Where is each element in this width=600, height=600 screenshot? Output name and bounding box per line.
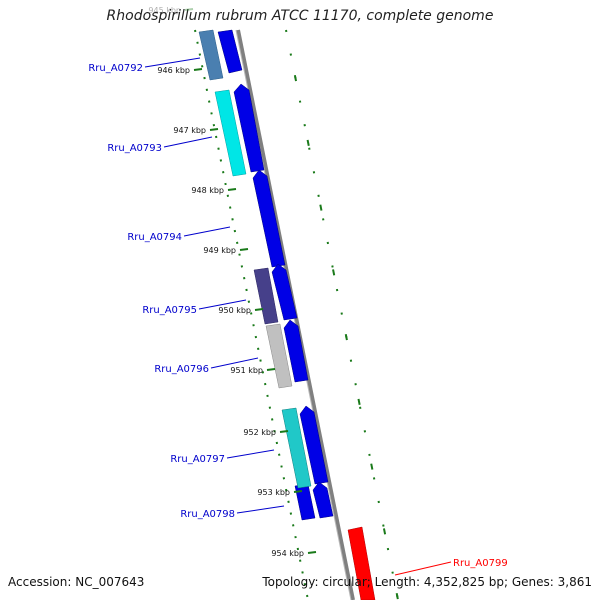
- feature-red[interactable]: [347, 526, 376, 600]
- gene-labels-group: Rru_A0792 Rru_A0793 Rru_A0794 Rru_A0795 Rru_…: [88, 57, 508, 576]
- tick-mark: [227, 188, 237, 191]
- feature-cyan[interactable]: [214, 89, 247, 177]
- tick-label: 951 kbp: [230, 366, 263, 375]
- tick-mark: [184, 8, 194, 11]
- gene-label[interactable]: Rru_A0798: [180, 509, 235, 520]
- gene-label[interactable]: Rru_A0799: [453, 558, 508, 569]
- gene-leader-line: [236, 505, 285, 514]
- cds-arrow[interactable]: [271, 263, 298, 321]
- gene-leader-line: [226, 449, 275, 459]
- accession-text: Accession: NC_007643: [8, 575, 145, 589]
- gene-leader-line: [183, 226, 231, 237]
- tick-mark: [293, 490, 303, 493]
- feature-silver[interactable]: [265, 323, 293, 389]
- tick-label: 954 kbp: [271, 549, 304, 558]
- tick-label: 953 kbp: [257, 488, 290, 497]
- feature-teal[interactable]: [281, 407, 312, 489]
- rna-features: [198, 29, 376, 600]
- cds-arrow[interactable]: [233, 83, 265, 173]
- topology-text: Topology: circular; Length: 4,352,825 bp…: [262, 575, 592, 589]
- tick-label: 952 kbp: [243, 428, 276, 437]
- tick-mark: [266, 368, 276, 371]
- gene-label[interactable]: Rru_A0797: [170, 454, 225, 465]
- gene-leader-line: [210, 357, 259, 369]
- tick-mark: [254, 308, 264, 311]
- feature-steelblue[interactable]: [198, 29, 224, 81]
- tick-label: 945 kbp: [148, 6, 181, 15]
- tick-label: 947 kbp: [173, 126, 206, 135]
- cds-arrow[interactable]: [312, 481, 334, 519]
- tick-label: 946 kbp: [157, 66, 190, 75]
- gene-leader-line: [198, 299, 247, 310]
- gene-label[interactable]: Rru_A0794: [127, 232, 182, 243]
- tick-mark: [209, 128, 219, 131]
- ticks-group: 945 kbp 946 kbp 947 kbp 948 kbp 949 kbp 950 k…: [148, 6, 317, 558]
- tick-label: 948 kbp: [191, 186, 224, 195]
- gene-label[interactable]: Rru_A0796: [154, 364, 209, 375]
- feature-darkslate[interactable]: [253, 267, 279, 325]
- gene-leader-line: [144, 57, 201, 68]
- gene-leader-line: [163, 136, 213, 148]
- cds-arrow[interactable]: [294, 483, 316, 521]
- gene-label[interactable]: Rru_A0795: [142, 305, 197, 316]
- cds-arrow[interactable]: [217, 29, 243, 74]
- tick-mark: [239, 248, 249, 251]
- outer-dashed-ring: [285, 29, 399, 600]
- cds-arrow[interactable]: [252, 169, 286, 268]
- cds-arrow[interactable]: [283, 319, 309, 383]
- tick-mark: [193, 68, 203, 71]
- tick-mark: [279, 430, 289, 433]
- gene-leader-line: [394, 561, 452, 576]
- tick-ring: [194, 29, 309, 600]
- tick-mark: [307, 551, 317, 554]
- cds-features: [217, 29, 334, 521]
- map-title: Rhodospirillum rubrum ATCC 11170, comple…: [106, 8, 494, 24]
- cds-arrow[interactable]: [299, 405, 329, 485]
- tick-label: 949 kbp: [203, 246, 236, 255]
- gene-label[interactable]: Rru_A0793: [107, 143, 162, 154]
- tick-label: 950 kbp: [218, 306, 251, 315]
- gene-label[interactable]: Rru_A0792: [88, 63, 143, 74]
